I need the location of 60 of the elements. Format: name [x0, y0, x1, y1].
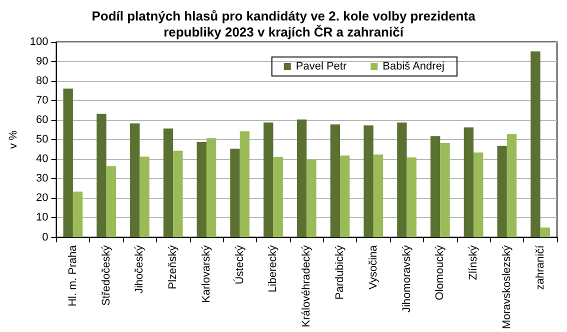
y-tick-label: 40 [36, 153, 48, 166]
x-tick-label: Královéhradecký [300, 244, 313, 328]
y-tick-label: 60 [36, 114, 48, 126]
y-axis-title: v % [8, 130, 20, 149]
x-tick-label: Liberecký [267, 244, 280, 292]
x-tick-label: Vysočina [367, 244, 380, 290]
x-tick-label: Moravskoslezský [500, 244, 513, 330]
x-tick-label: Pardubický [334, 244, 346, 300]
x-tick-label: Olomoucký [434, 244, 446, 300]
x-tick-label: zahraničí [534, 244, 546, 290]
bar [264, 122, 274, 238]
bar [340, 155, 350, 238]
bar [173, 150, 183, 238]
y-tick-label: 80 [36, 75, 48, 88]
bar [497, 146, 507, 238]
y-tick-label: 90 [36, 56, 48, 68]
y-tick-label: 70 [36, 94, 48, 107]
x-tick-label: Zlínský [468, 244, 480, 280]
y-tick-label: 30 [36, 172, 48, 185]
legend-label: Pavel Petr [296, 60, 347, 72]
bar [397, 122, 407, 238]
bar [230, 148, 240, 238]
x-tick-label: Plzeňský [167, 244, 180, 290]
bar [364, 125, 374, 238]
y-tick-label: 20 [36, 192, 48, 204]
bar [296, 120, 307, 238]
bar [306, 159, 316, 238]
x-tick-label: Karlovarský [200, 244, 212, 303]
y-tick-label: 10 [36, 212, 48, 224]
bar [440, 142, 450, 238]
chart-title: Podíl platných hlasů pro kandidáty ve 2. kole volby prezidenta republiky 2023 v krajích ČR a zahraničí [92, 8, 476, 40]
bar [530, 51, 540, 238]
x-tick-label: Hl. m. Praha [66, 244, 79, 306]
x-tick-label: Středočeský [100, 244, 112, 306]
bar [430, 136, 440, 238]
bar [373, 154, 384, 238]
bar [506, 134, 517, 238]
bar [330, 124, 340, 238]
bar [273, 156, 283, 238]
bar [196, 142, 206, 238]
bar [464, 127, 474, 238]
y-tick-label: 100 [30, 36, 48, 48]
x-tick-label: Jihomoravský [400, 244, 413, 313]
bar [406, 157, 416, 238]
bar [163, 128, 174, 238]
bar [63, 88, 73, 238]
bar [106, 166, 116, 238]
x-tick-label: Ústecký [232, 244, 246, 284]
bar [72, 192, 83, 238]
y-tick-label: 0 [42, 231, 48, 244]
x-tick-label: Jihočeský [134, 244, 146, 294]
bar [540, 227, 550, 238]
y-tick-label: 50 [36, 134, 48, 146]
bar [474, 152, 484, 238]
legend-label: Babiš Andrej [382, 60, 444, 72]
bar [130, 123, 140, 238]
bar [240, 131, 250, 238]
bar [206, 138, 216, 238]
bar [96, 114, 106, 238]
bar [140, 156, 150, 238]
